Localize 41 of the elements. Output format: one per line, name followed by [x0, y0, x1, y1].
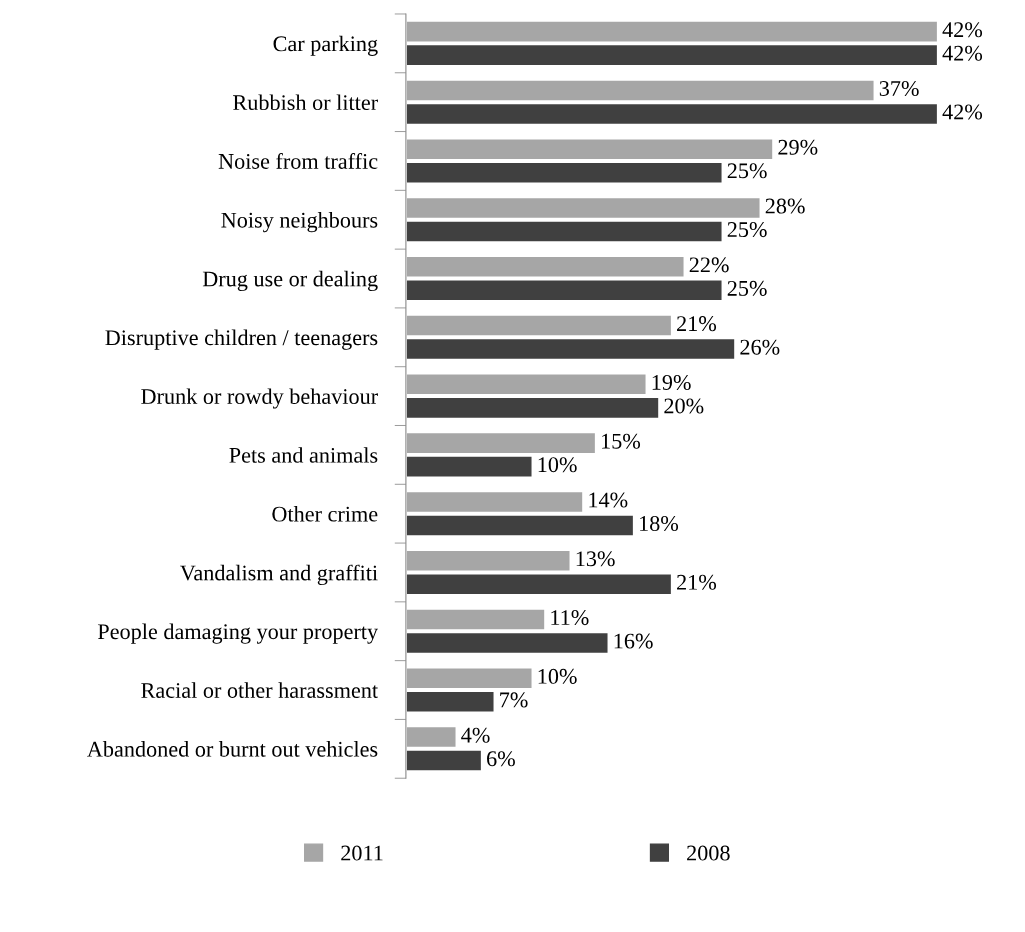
legend-label: 2008	[687, 845, 730, 861]
data-label: 11%	[551, 610, 589, 626]
data-label: 25%	[727, 222, 767, 238]
data-label: 22%	[689, 257, 729, 273]
data-label: 42%	[942, 22, 983, 38]
data-label: 42%	[942, 45, 983, 61]
data-label: 21%	[677, 574, 717, 590]
data-label: 7%	[500, 692, 528, 708]
y-tick-label: Car parking	[273, 35, 378, 56]
data-label: 28%	[765, 198, 805, 214]
y-tick-label: Drunk or rowdy behaviour	[141, 388, 378, 409]
data-label: 4%	[461, 727, 490, 743]
data-label: 25%	[727, 163, 767, 179]
data-label: 19%	[652, 374, 691, 390]
data-label: 15%	[602, 433, 641, 449]
data-label: 18%	[640, 516, 679, 532]
data-label: 42%	[942, 104, 983, 120]
data-label: 16%	[614, 633, 653, 649]
y-tick-label: Noisy neighbours	[221, 212, 378, 233]
data-label: 6%	[487, 751, 515, 767]
y-tick-label: Racial or other harassment	[141, 682, 378, 698]
y-tick-label: People damaging your property	[97, 623, 379, 644]
y-tick-label: Drug use or dealing	[202, 270, 378, 292]
data-label: 10%	[538, 668, 577, 684]
data-label: 21%	[677, 316, 717, 332]
y-tick-label: Disruptive children / teenagers	[105, 329, 378, 350]
legend-label: 2011	[341, 845, 383, 861]
data-label: 25%	[727, 280, 767, 296]
y-tick-label: Rubbish or litter	[233, 94, 378, 111]
y-tick-label: Vandalism and graffiti	[180, 564, 378, 586]
data-label: 20%	[664, 398, 704, 414]
data-label: 26%	[740, 339, 780, 355]
data-label: 13%	[576, 551, 615, 567]
y-tick-label: Other crime	[272, 505, 378, 522]
data-label: 10%	[538, 457, 577, 473]
data-label: 37%	[879, 80, 919, 97]
data-label: 29%	[778, 139, 818, 155]
y-tick-label: Noise from traffic	[218, 153, 378, 169]
y-tick-label: Pets and animals	[229, 447, 378, 463]
y-tick-label: Abandoned or burnt out vehicles	[87, 741, 378, 757]
data-label: 14%	[589, 492, 628, 508]
